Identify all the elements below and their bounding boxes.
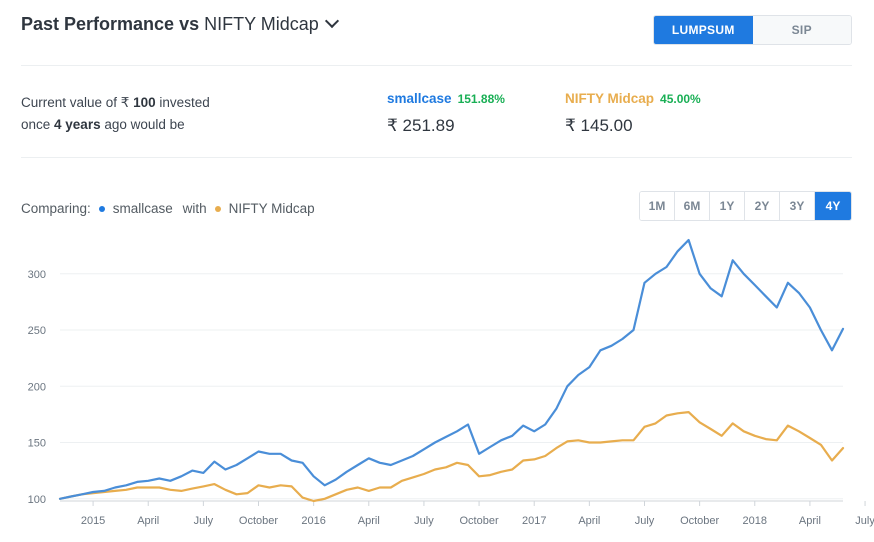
- smallcase-return: smallcase 151.88% ₹ 251.89: [387, 90, 505, 136]
- x-tick-label: 2018: [743, 515, 767, 527]
- y-tick-label: 200: [28, 381, 46, 393]
- comparing-label: Comparing:: [21, 201, 91, 216]
- range-3y-button[interactable]: 3Y: [780, 192, 815, 220]
- benchmark-selector[interactable]: NIFTY Midcap: [204, 13, 339, 34]
- range-6m-button[interactable]: 6M: [675, 192, 710, 220]
- summary-line2-prefix: once: [21, 117, 55, 132]
- x-tick-label: April: [799, 515, 821, 527]
- x-tick-label: July: [635, 515, 655, 527]
- summary-line2-suffix: ago would be: [100, 117, 185, 132]
- title-prefix: Past Performance vs: [21, 14, 200, 34]
- divider: [21, 157, 852, 158]
- x-tick-label: July: [855, 515, 874, 527]
- nifty-label: NIFTY Midcap: [565, 91, 655, 106]
- benchmark-name: NIFTY Midcap: [204, 14, 319, 34]
- y-tick-label: 100: [28, 494, 46, 506]
- x-tick-label: April: [578, 515, 600, 527]
- smallcase-label: smallcase: [387, 91, 452, 106]
- x-tick-label: April: [137, 515, 159, 527]
- smallcase-pct: 151.88%: [457, 92, 505, 106]
- smallcase-dot-icon: [98, 206, 105, 212]
- nifty-dot-icon: [214, 206, 221, 212]
- comparing-legend: Comparing: smallcase with NIFTY Midcap: [21, 201, 315, 216]
- x-tick-label: October: [460, 515, 499, 527]
- legend-nifty: NIFTY Midcap: [228, 201, 315, 216]
- investment-mode-toggle: LUMPSUM SIP: [653, 15, 852, 45]
- summary-text: Current value of ₹ 100 invested once 4 y…: [21, 92, 210, 136]
- page-title: Past Performance vs NIFTY Midcap: [21, 13, 339, 35]
- range-1m-button[interactable]: 1M: [640, 192, 675, 220]
- series-line-smallcase: [58, 238, 845, 500]
- series-line-nifty: [58, 411, 845, 503]
- range-2y-button[interactable]: 2Y: [745, 192, 780, 220]
- x-tick-label: July: [414, 515, 434, 527]
- nifty-return: NIFTY Midcap 45.00% ₹ 145.00: [565, 90, 701, 136]
- x-tick-label: 2015: [81, 515, 105, 527]
- y-tick-label: 300: [28, 269, 46, 281]
- legend-joiner: with: [182, 201, 207, 216]
- range-1y-button[interactable]: 1Y: [710, 192, 745, 220]
- nifty-pct: 45.00%: [660, 92, 701, 106]
- legend-smallcase: smallcase: [112, 201, 173, 216]
- summary-line1-suffix: invested: [155, 95, 210, 110]
- nifty-value: ₹ 145.00: [565, 116, 633, 135]
- lumpsum-button[interactable]: LUMPSUM: [654, 16, 753, 44]
- x-tick-label: 2017: [522, 515, 546, 527]
- divider: [21, 65, 852, 66]
- x-tick-label: October: [239, 515, 278, 527]
- period-label: 4 years: [54, 117, 101, 132]
- x-tick-label: October: [680, 515, 719, 527]
- sip-button[interactable]: SIP: [752, 16, 851, 44]
- x-tick-label: 2016: [301, 515, 325, 527]
- range-4y-button[interactable]: 4Y: [815, 192, 851, 220]
- invested-amount: 100: [133, 95, 156, 110]
- y-tick-label: 250: [28, 325, 46, 337]
- x-tick-label: April: [358, 515, 380, 527]
- y-tick-label: 150: [28, 438, 46, 450]
- time-range-selector: 1M 6M 1Y 2Y 3Y 4Y: [639, 191, 852, 221]
- x-tick-label: July: [194, 515, 214, 527]
- summary-line1-prefix: Current value of ₹: [21, 95, 134, 110]
- smallcase-value: ₹ 251.89: [387, 116, 455, 135]
